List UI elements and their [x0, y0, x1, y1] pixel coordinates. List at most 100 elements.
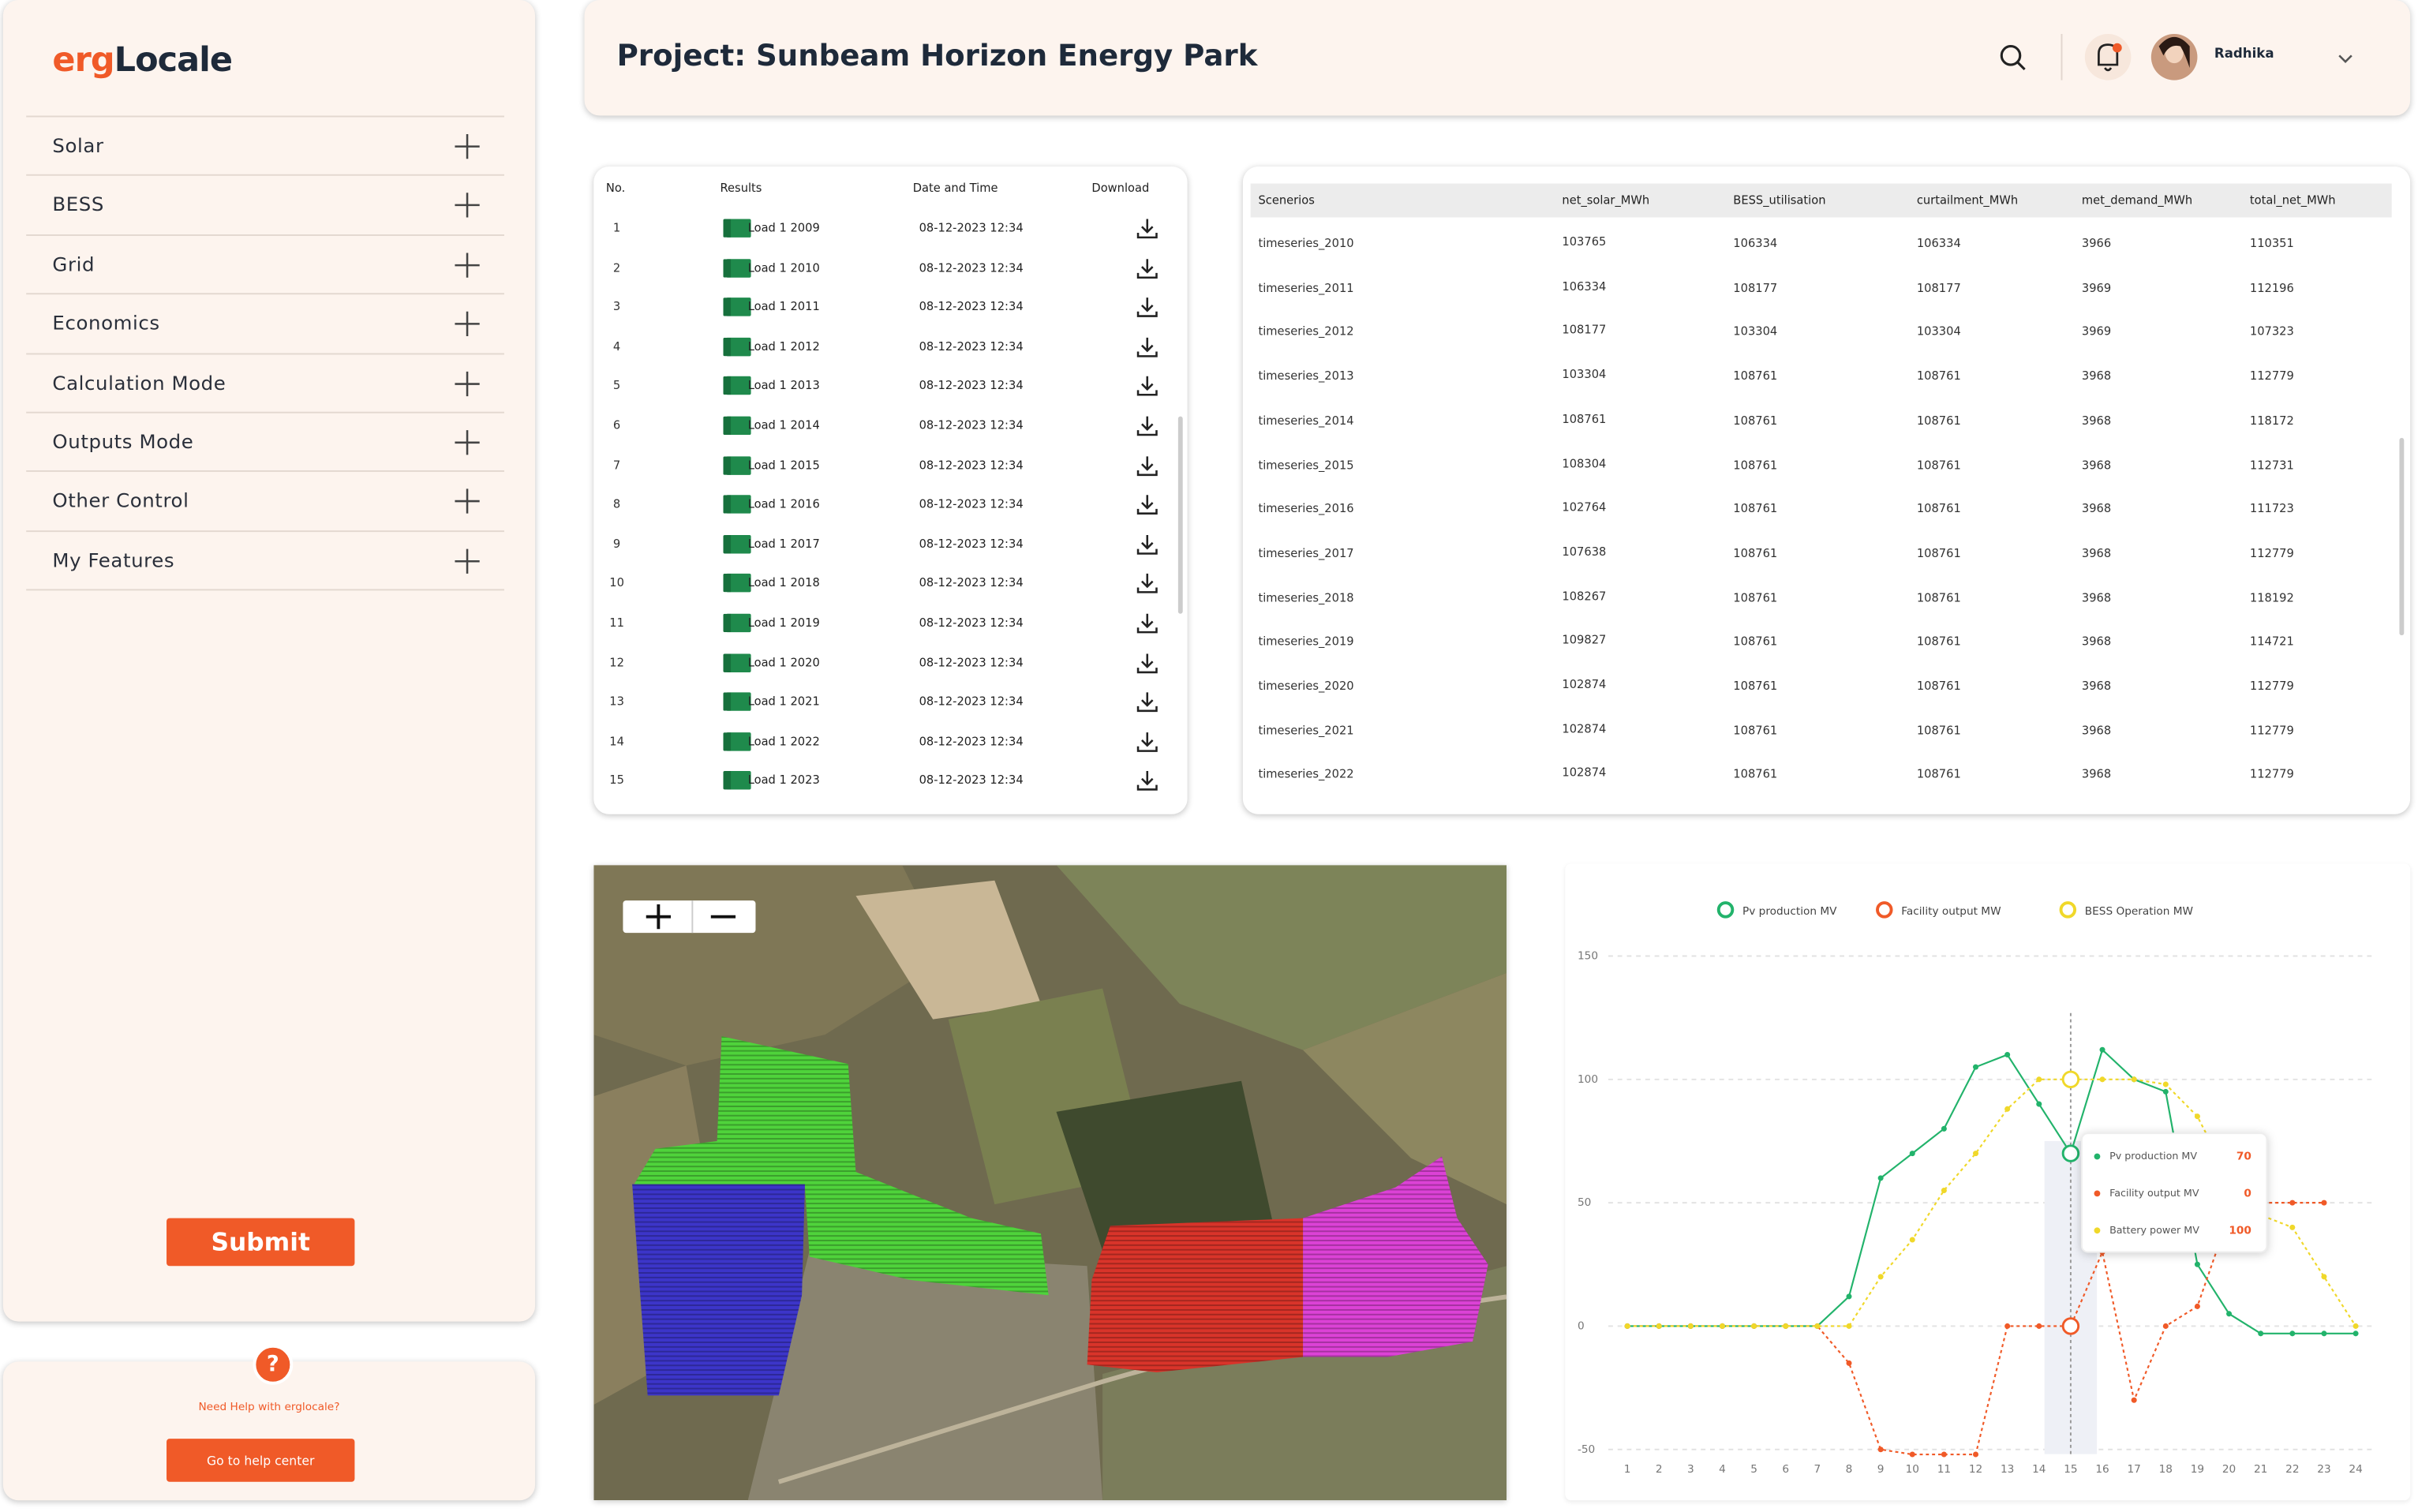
menu-item[interactable]: BESS	[26, 174, 504, 236]
column-header: total_net_MWh	[2249, 193, 2336, 208]
tooltip-value: 0	[2244, 1187, 2251, 1199]
point	[1877, 1447, 1884, 1453]
download-icon[interactable]	[1135, 611, 1159, 635]
download-icon[interactable]	[1135, 690, 1159, 714]
cell-value: 108177	[1733, 280, 1778, 295]
menu-item[interactable]: My Features	[26, 530, 504, 591]
cell-value: 108761	[1733, 634, 1778, 649]
legend-marker	[2059, 901, 2077, 919]
avatar-hair	[2158, 36, 2190, 68]
point	[2004, 1052, 2011, 1058]
file-name[interactable]: Load 1 2020	[747, 655, 820, 669]
submit-button[interactable]: Submit	[167, 1218, 355, 1267]
excel-icon	[723, 574, 751, 593]
download-arrow	[1136, 574, 1158, 594]
download-icon[interactable]	[1135, 453, 1159, 477]
file-name[interactable]: Load 1 2021	[747, 694, 820, 709]
cell-value: 106334	[1733, 236, 1778, 251]
file-name[interactable]: Load 1 2011	[747, 299, 820, 314]
chevron[interactable]	[2338, 54, 2352, 63]
file-name[interactable]: Load 1 2012	[747, 339, 820, 354]
zoom-in[interactable]	[646, 904, 671, 930]
file-name[interactable]: Load 1 2014	[747, 418, 820, 432]
download-arrow	[1136, 653, 1158, 673]
cell-value: 3968	[2081, 501, 2112, 516]
tooltip	[2080, 1132, 2268, 1253]
search-icon-handle	[2016, 62, 2026, 71]
download-icon[interactable]	[1135, 650, 1159, 675]
point	[2061, 1144, 2080, 1162]
date-time: 08-12-2023 12:34	[919, 339, 1024, 354]
download-icon[interactable]	[1135, 729, 1159, 754]
download-arrow	[1136, 613, 1158, 634]
point	[2194, 1113, 2200, 1120]
download-icon[interactable]	[1135, 335, 1159, 359]
cell-value: 108761	[1733, 679, 1778, 693]
download-icon[interactable]	[1135, 414, 1159, 438]
point	[1656, 1323, 1662, 1329]
point	[1909, 1237, 1915, 1243]
help-button[interactable]: Go to help center	[167, 1439, 355, 1482]
cell-value: 3968	[2081, 767, 2112, 781]
file-name[interactable]: Load 1 2022	[747, 734, 820, 748]
cell-value: 103304	[1562, 367, 1607, 382]
map[interactable]	[593, 865, 1507, 1501]
menu-label: Solar	[52, 133, 104, 157]
download-icon[interactable]	[1135, 216, 1159, 241]
excel-icon	[723, 534, 751, 554]
point	[2099, 1046, 2105, 1053]
column-header: curtailment_MWh	[1916, 193, 2019, 208]
download-icon[interactable]	[1135, 492, 1159, 517]
menu-item[interactable]: Outputs Mode	[26, 411, 504, 473]
legend-label: Facility output MW	[1901, 905, 2001, 918]
file-name[interactable]: Load 1 2010	[747, 260, 820, 275]
file-name[interactable]: Load 1 2009	[747, 220, 820, 235]
cell-value: 118192	[2249, 590, 2294, 604]
download-arrow	[1136, 219, 1158, 239]
download-icon[interactable]	[1135, 532, 1159, 556]
menu-item[interactable]: Solar	[26, 115, 504, 177]
menu-item[interactable]: Grid	[26, 234, 504, 295]
file-name[interactable]: Load 1 2013	[747, 378, 820, 393]
point	[2004, 1106, 2011, 1112]
file-name[interactable]: Load 1 2023	[747, 773, 820, 788]
results-panel: No. Results Date and Time Download 1 Load 1 2…	[593, 167, 1188, 814]
search-icon[interactable]	[2000, 45, 2022, 66]
menu-item[interactable]: Other Control	[26, 470, 504, 532]
download-icon[interactable]	[1135, 571, 1159, 596]
file-name[interactable]: Load 1 2015	[747, 458, 820, 472]
point	[1909, 1151, 1915, 1157]
download-icon[interactable]	[1135, 295, 1159, 320]
cell-value: 108761	[1562, 411, 1607, 426]
menu-item[interactable]: Calculation Mode	[26, 352, 504, 414]
bell-bg[interactable]	[2084, 33, 2132, 80]
point	[2162, 1088, 2169, 1095]
x-tick-label: 7	[1814, 1463, 1821, 1476]
scenario-name: timeseries_2022	[1258, 767, 1354, 781]
file-name[interactable]: Load 1 2017	[747, 537, 820, 551]
file-name[interactable]: Load 1 2016	[747, 497, 820, 511]
cell-value: 108761	[1916, 545, 1961, 560]
point	[1719, 1323, 1726, 1329]
column-header: No.	[605, 181, 626, 195]
point	[2131, 1076, 2137, 1083]
menu-item[interactable]: Economics	[26, 293, 504, 354]
scenario-name: timeseries_2010	[1258, 236, 1354, 251]
menu-label: BESS	[52, 193, 104, 216]
download-arrow	[1136, 732, 1158, 752]
user-name[interactable]: Radhika	[2214, 46, 2274, 61]
row-number: 6	[612, 418, 621, 432]
file-name[interactable]: Load 1 2018	[747, 576, 820, 590]
row-number: 9	[612, 537, 621, 551]
file-name[interactable]: Load 1 2019	[747, 616, 820, 630]
point	[1687, 1323, 1694, 1329]
point	[2289, 1224, 2296, 1230]
download-icon[interactable]	[1135, 256, 1159, 280]
cell-value: 118172	[2249, 413, 2294, 428]
download-icon[interactable]	[1135, 374, 1159, 399]
column-header: Download	[1091, 181, 1150, 195]
row-number: 1	[612, 220, 621, 235]
download-icon[interactable]	[1135, 769, 1159, 793]
cell-value: 110351	[2249, 236, 2294, 251]
project-title: Project: Sunbeam Horizon Energy Park	[616, 39, 1258, 73]
